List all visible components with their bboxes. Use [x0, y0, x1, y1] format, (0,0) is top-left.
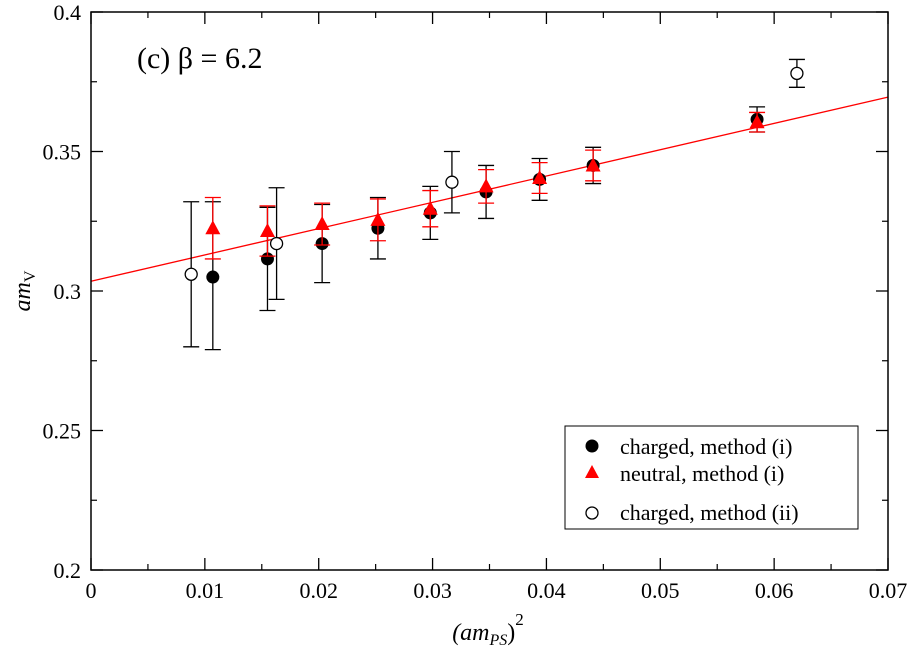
data-point-filled-triangle: [259, 223, 275, 238]
legend-marker-open-circle: [585, 506, 599, 520]
series-0: [204, 106, 766, 351]
x-tick-label: 0.06: [755, 578, 794, 603]
data-point-filled-triangle: [370, 211, 386, 226]
y-tick-label: 0.3: [54, 279, 82, 304]
tick-labels: 0 0.01 0.02 0.03 0.04 0.05 0.06 0.07 0.2 0.25 0.3 0…: [43, 0, 908, 603]
legend-label: charged, method (ii): [620, 500, 799, 525]
legend-label: neutral, method (i): [620, 461, 784, 486]
x-tick-label: 0.07: [869, 578, 908, 603]
x-tick-label: 0.02: [299, 578, 338, 603]
x-tick-label: 0: [86, 578, 97, 603]
legend: charged, method (i) neutral, method (i) …: [564, 425, 859, 530]
x-axis-title-sub: PS: [489, 632, 508, 649]
y-tick-label: 0.4: [54, 0, 82, 25]
y-tick-label: 0.2: [54, 558, 82, 583]
x-axis-title-close: ): [507, 620, 515, 646]
legend-entry-neutral-i: neutral, method (i): [585, 461, 784, 486]
y-axis-title-base: am: [10, 282, 36, 311]
y-tick-label: 0.35: [43, 140, 82, 165]
data-point-open-circle: [184, 267, 198, 281]
y-tick-label: 0.25: [43, 419, 82, 444]
x-tick-label: 0.05: [641, 578, 680, 603]
legend-marker-filled-circle: [585, 439, 599, 453]
legend-entry-charged-ii: charged, method (ii): [585, 500, 799, 525]
data-point-filled-triangle: [585, 157, 601, 172]
series-1: [204, 111, 766, 260]
data-point-filled-triangle: [749, 114, 765, 129]
x-tick-label: 0.04: [527, 578, 566, 603]
data-point-filled-triangle: [205, 220, 221, 235]
data-point-open-circle: [445, 175, 459, 189]
x-axis-title-sup: 2: [515, 610, 524, 629]
data-point-filled-triangle: [314, 216, 330, 231]
x-axis-title-base: (am: [452, 620, 489, 646]
legend-box: [564, 425, 859, 530]
data-point-filled-circle: [206, 270, 220, 284]
plot-frame: [90, 11, 889, 571]
x-tick-label: 0.03: [413, 578, 452, 603]
legend-label: charged, method (i): [620, 434, 792, 459]
y-axis-title: amV: [10, 270, 39, 311]
legend-entry-charged-i: charged, method (i): [585, 434, 792, 459]
data-point-open-circle: [790, 66, 804, 81]
x-tick-label: 0.01: [186, 578, 225, 603]
legend-marker-filled-triangle: [585, 465, 599, 478]
data-point-filled-triangle: [478, 178, 494, 193]
data-series-layer: [183, 58, 805, 351]
panel-label: (c) β = 6.2: [137, 42, 262, 75]
y-axis-title-sub: V: [22, 270, 39, 282]
data-point-open-circle: [269, 236, 284, 251]
x-axis-title: (amPS)2: [452, 610, 524, 649]
data-point-filled-triangle: [532, 170, 548, 185]
series-2: [183, 58, 805, 348]
data-point-filled-triangle: [422, 200, 438, 215]
